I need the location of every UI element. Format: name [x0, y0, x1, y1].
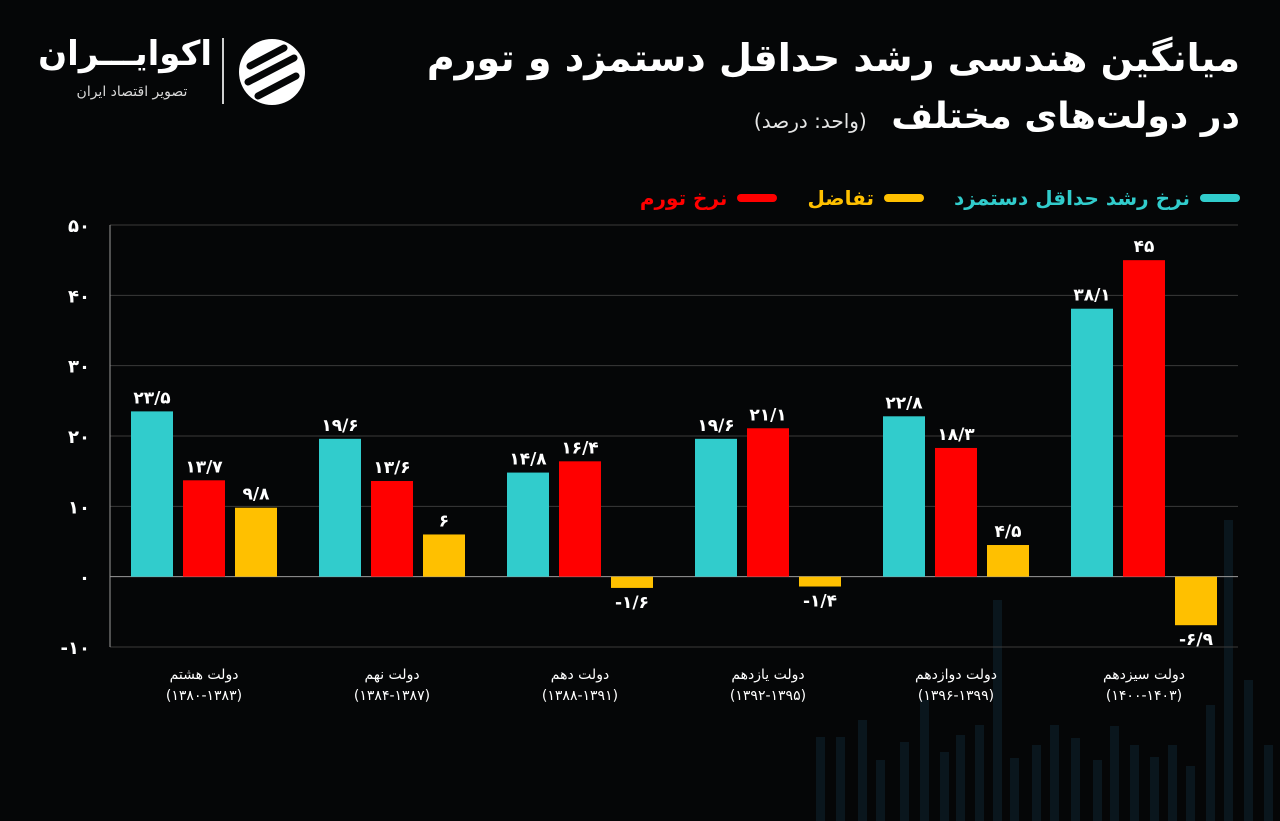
x-category-period: (۱۳۸۸-۱۳۹۱)	[542, 688, 618, 704]
legend-label: نرخ تورم	[639, 186, 728, 210]
x-category-period: (۱۳۸۰-۱۳۸۳)	[166, 688, 242, 704]
background-decor-bar	[940, 752, 949, 821]
x-category-period: (۱۳۹۶-۱۳۹۹)	[918, 688, 994, 704]
x-category-label: دولت هشتم	[170, 667, 239, 683]
data-label: ۱۳/۶	[373, 458, 410, 478]
data-label: ۱۳/۷	[185, 457, 223, 477]
background-decor-bar	[1093, 760, 1102, 821]
data-label: ۳۸/۱	[1073, 286, 1110, 306]
bar	[131, 411, 173, 577]
y-tick-label: ۵۰	[68, 216, 90, 237]
background-decor-bar	[1168, 745, 1177, 821]
logo-mark-icon	[239, 39, 305, 105]
background-decor-bar	[920, 700, 929, 821]
legend-swatch	[1200, 194, 1240, 202]
background-decor-bar	[1071, 738, 1080, 821]
legend-label: تفاضل	[807, 186, 875, 210]
bar	[1175, 576, 1217, 626]
y-tick-label: ۰	[79, 568, 90, 589]
background-decor-bar	[993, 600, 1002, 821]
legend-label: نرخ رشد حداقل دستمزد	[954, 186, 1190, 210]
logo-name: اکوایـــران	[38, 34, 212, 74]
bar	[1071, 308, 1113, 577]
data-label: ۲۱/۱	[749, 405, 786, 425]
bar	[1123, 260, 1165, 577]
bar	[507, 472, 549, 577]
x-category-period: (۱۳۸۴-۱۳۸۷)	[354, 688, 430, 704]
x-category-label: دولت سیزدهم	[1103, 667, 1185, 683]
data-label: ۹/۸	[243, 485, 271, 505]
background-decor-bar	[975, 725, 984, 821]
bar	[183, 480, 225, 577]
background-decor-bar	[1224, 520, 1233, 821]
x-category-label: دولت دوازدهم	[915, 667, 997, 683]
bar	[935, 447, 977, 577]
bar	[611, 576, 653, 588]
chart-title-line1: میانگین هندسی رشد حداقل دستمزد و تورم	[426, 36, 1240, 80]
data-label: ۱۹/۶	[321, 416, 358, 436]
data-label: ۱۶/۴	[561, 438, 598, 458]
data-label: ۴/۵	[995, 522, 1022, 542]
data-label: -۱/۴	[803, 592, 837, 612]
background-decor-bar	[1244, 680, 1253, 821]
background-decor-bar	[900, 742, 909, 821]
background-decor-bar	[816, 737, 825, 821]
logo-divider	[222, 38, 224, 104]
background-decor-bar	[1150, 757, 1159, 821]
y-tick-label: ۲۰	[68, 427, 90, 448]
data-label: ۱۹/۶	[697, 416, 734, 436]
background-decor-bar	[1186, 766, 1195, 821]
chart-title-line2-text: در دولت‌های مختلف	[891, 96, 1240, 137]
y-tick-label: ۱۰	[68, 497, 90, 518]
background-decor-bar	[1110, 726, 1119, 821]
bar	[423, 534, 465, 577]
unit-label: (واحد: درصد)	[753, 109, 867, 133]
data-label: ۲۳/۵	[133, 388, 170, 408]
background-decor-bar	[1010, 758, 1019, 821]
legend-swatch	[737, 194, 778, 202]
data-label: -۱/۶	[615, 593, 649, 613]
brand-logo: اکوایـــران تصویر اقتصاد ایران	[38, 34, 312, 114]
data-label: ۱۸/۳	[937, 425, 975, 445]
y-tick-label: ۳۰	[68, 357, 90, 378]
x-category-period: (۱۳۹۲-۱۳۹۵)	[730, 688, 806, 704]
bar	[747, 428, 789, 577]
y-tick-label: -۱۰	[61, 638, 90, 659]
bar	[559, 461, 601, 577]
bar	[695, 438, 737, 577]
chart-legend: نرخ رشد حداقل دستمزد تفاضل نرخ تورم	[640, 186, 1240, 210]
data-label: ۴۵	[1134, 237, 1155, 257]
data-label: ۱۴/۸	[509, 450, 547, 470]
data-label: ۶	[439, 511, 449, 531]
background-decor-bar	[836, 737, 845, 821]
background-decor-bar	[1032, 745, 1041, 821]
data-label: -۶/۹	[1179, 630, 1214, 650]
x-category-period: (۱۴۰۰-۱۴۰۳)	[1106, 688, 1182, 704]
bar	[371, 481, 413, 577]
background-decor-bar	[956, 735, 965, 821]
logo-tagline: تصویر اقتصاد ایران	[76, 84, 188, 100]
background-decor-bar	[858, 720, 867, 821]
background-decor-bar	[1130, 745, 1139, 821]
bar	[319, 438, 361, 577]
chart-title-line2: در دولت‌های مختلف (واحد: درصد)	[754, 96, 1240, 137]
bar	[883, 416, 925, 577]
x-category-label: دولت نهم	[364, 667, 419, 683]
y-tick-label: ۴۰	[68, 286, 90, 307]
legend-item: نرخ تورم	[640, 186, 778, 210]
bar	[235, 507, 277, 577]
bar	[987, 545, 1029, 577]
bar	[799, 576, 841, 587]
x-category-label: دولت دهم	[551, 667, 609, 683]
legend-swatch	[884, 194, 925, 202]
background-decor-bar	[1264, 745, 1273, 821]
background-decor-bar	[876, 760, 885, 821]
data-label: ۲۲/۸	[885, 393, 923, 413]
x-category-label: دولت یازدهم	[731, 667, 804, 683]
background-decor-bar	[1206, 705, 1215, 821]
legend-item: تفاضل	[807, 186, 925, 210]
legend-item: نرخ رشد حداقل دستمزد	[954, 186, 1240, 210]
background-decor-bar	[1050, 725, 1059, 821]
